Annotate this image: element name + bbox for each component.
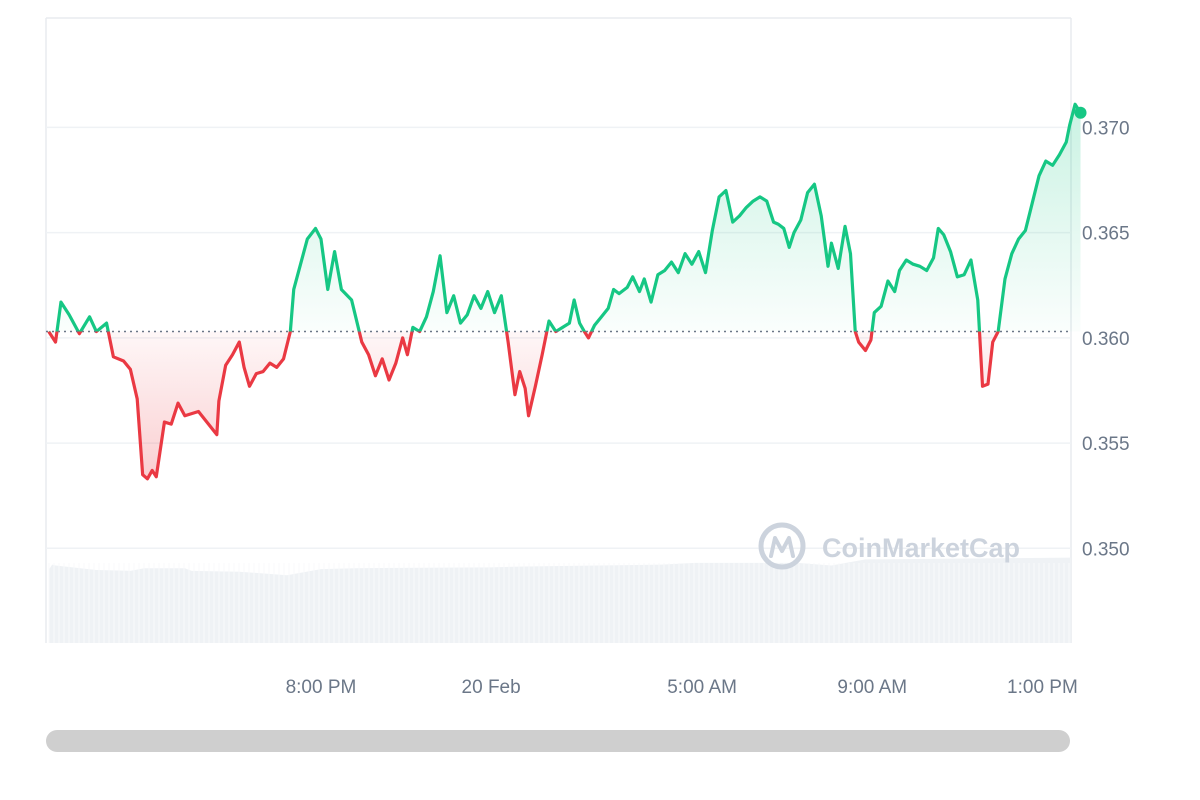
volume-area: [48, 557, 1072, 643]
price-area-fill: [48, 104, 1081, 479]
y-tick-label: 0.370: [1082, 118, 1130, 139]
y-tick-label: 0.355: [1082, 434, 1130, 455]
coinmarketcap-logo-icon: [758, 522, 806, 570]
y-tick-label: 0.360: [1082, 329, 1130, 350]
x-tick-label: 9:00 AM: [837, 677, 907, 698]
last-price-marker: [1074, 106, 1087, 119]
price-line-up: [48, 102, 1082, 332]
x-tick-label: 8:00 PM: [286, 677, 357, 698]
price-area-up: [48, 104, 1081, 332]
x-tick-label: 5:00 AM: [667, 677, 737, 698]
x-axis-labels: 8:00 PM 20 Feb 5:00 AM 9:00 AM 1:00 PM: [286, 677, 1078, 698]
volume-bars: [48, 557, 1072, 643]
y-tick-label: 0.365: [1082, 224, 1130, 245]
x-tick-label: 1:00 PM: [1007, 677, 1078, 698]
watermark-text: CoinMarketCap: [822, 533, 1020, 563]
price-line-down: [47, 331, 1000, 481]
y-axis-labels: 0.370 0.365 0.360 0.355 0.350: [1082, 118, 1130, 560]
price-area-down: [48, 331, 999, 479]
time-range-scrollbar[interactable]: [46, 730, 1070, 752]
price-chart[interactable]: CoinMarketCap 0.3700.3650.3600.3550.350 …: [0, 0, 1200, 720]
price-line: [47, 102, 1082, 481]
x-tick-label: 20 Feb: [462, 677, 521, 698]
y-tick-label: 0.350: [1082, 539, 1130, 560]
coinmarketcap-watermark: CoinMarketCap: [758, 522, 1020, 570]
